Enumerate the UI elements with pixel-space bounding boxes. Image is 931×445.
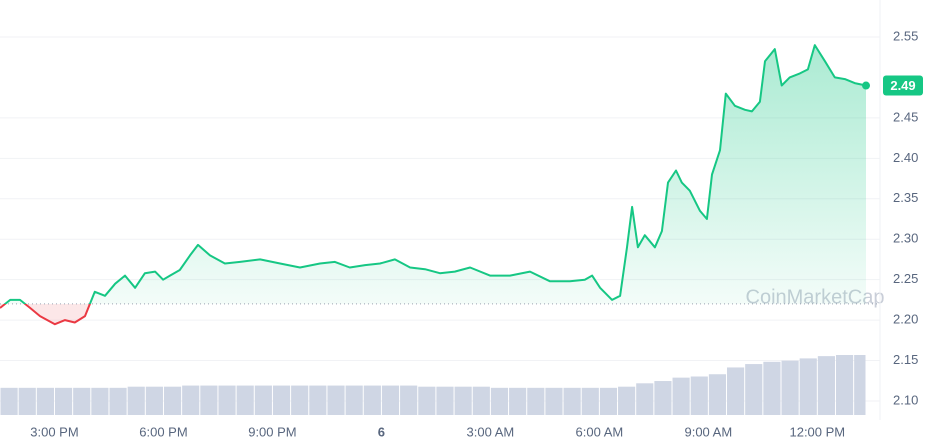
volume-bar <box>454 386 472 415</box>
volume-bar <box>727 367 745 415</box>
volume-bar <box>436 386 454 415</box>
volume-bar <box>472 386 490 415</box>
volume-bar <box>345 385 363 415</box>
volume-bar <box>109 387 127 415</box>
volume-bar <box>200 385 218 415</box>
volume-bar <box>781 360 799 415</box>
volume-bar <box>127 386 145 415</box>
volume-bar <box>599 387 618 415</box>
volume-bar <box>163 386 182 415</box>
y-tick-label: 2.20 <box>893 312 918 327</box>
y-tick-label: 2.25 <box>893 271 918 286</box>
volume-bar <box>36 387 54 415</box>
volume-bar <box>545 387 563 415</box>
y-tick-label: 2.30 <box>893 231 918 246</box>
x-tick-label: 3:00 AM <box>467 424 515 439</box>
volume-bar <box>73 387 91 415</box>
x-tick-label: 6:00 AM <box>576 424 624 439</box>
volume-bar <box>381 385 400 415</box>
y-tick-label: 2.45 <box>893 109 918 124</box>
volume-bar <box>708 374 727 415</box>
volume-bar <box>563 387 581 415</box>
x-tick-label: 9:00 AM <box>684 424 732 439</box>
volume-bar <box>327 385 345 415</box>
volume-bar <box>54 387 73 415</box>
price-line <box>0 44 867 326</box>
x-tick-label: 6 <box>378 424 385 439</box>
volume-bar <box>291 385 309 415</box>
volume-bar <box>618 386 636 415</box>
volume-bar <box>309 385 327 415</box>
x-tick-label: 12:00 PM <box>789 424 845 439</box>
area <box>0 45 866 325</box>
volume-bar <box>272 385 291 415</box>
volume-bar <box>145 386 163 415</box>
volume-bar <box>91 387 109 415</box>
last-point <box>862 81 870 90</box>
volume-bar <box>672 377 690 415</box>
volume-bar <box>182 385 200 415</box>
x-tick-label: 3:00 PM <box>30 424 78 439</box>
volume-bar <box>817 356 835 415</box>
volume-bar <box>218 385 236 415</box>
volume-bar <box>799 358 817 415</box>
volume-bar <box>400 385 418 415</box>
price-tag-label: 2.49 <box>890 78 915 93</box>
volume-bar <box>654 381 672 415</box>
volume-bar <box>490 387 509 415</box>
x-tick-label: 9:00 PM <box>248 424 296 439</box>
volume-bar <box>236 385 254 415</box>
volume-bar <box>581 387 599 415</box>
volume-bar <box>835 355 854 415</box>
volume-bar <box>763 361 781 415</box>
y-tick-label: 2.40 <box>893 150 918 165</box>
volume-bar <box>18 387 36 415</box>
volume-bar <box>363 385 381 415</box>
volume-bar <box>418 386 436 415</box>
volume-bar <box>636 383 654 415</box>
y-tick-label: 2.55 <box>893 28 918 43</box>
volume-bar <box>509 387 527 415</box>
y-tick-label: 2.15 <box>893 352 918 367</box>
volume-bar <box>0 387 18 415</box>
y-tick-label: 2.35 <box>893 190 918 205</box>
y-tick-label: 2.10 <box>893 392 918 407</box>
price-tag <box>883 75 923 96</box>
volume-bar <box>254 385 272 415</box>
volume-bar <box>690 376 708 415</box>
volume-bar <box>745 364 763 415</box>
volume-bar <box>527 387 545 415</box>
volume-bar <box>854 355 866 415</box>
x-tick-label: 6:00 PM <box>139 424 187 439</box>
